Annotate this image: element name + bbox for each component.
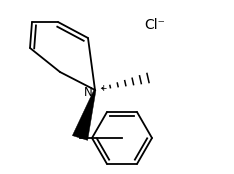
Text: +: + <box>99 84 106 93</box>
Text: N: N <box>84 85 92 98</box>
Text: Cl⁻: Cl⁻ <box>145 18 165 32</box>
Polygon shape <box>72 90 96 140</box>
